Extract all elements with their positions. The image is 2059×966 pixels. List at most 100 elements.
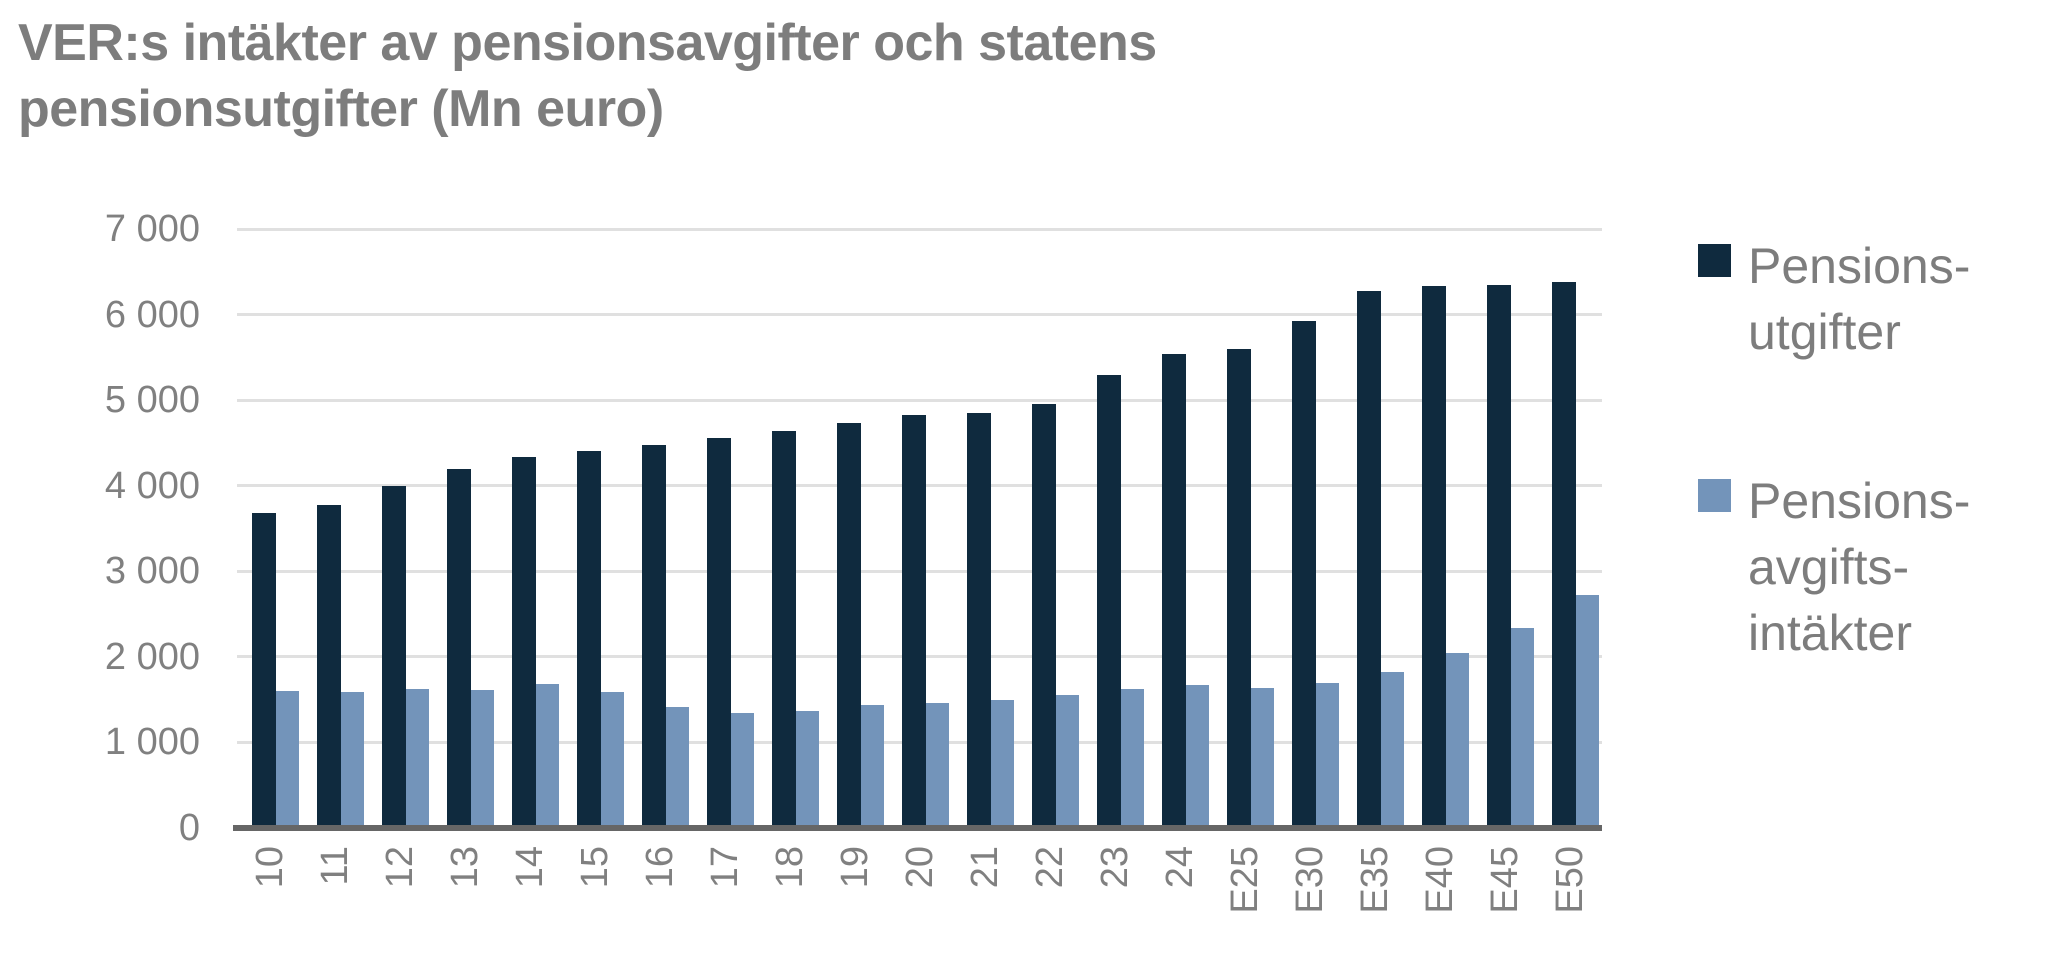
y-axis-tick-label: 7 000 xyxy=(104,208,200,250)
chart-title: VER:s intäkter av pensionsavgifter och s… xyxy=(18,10,1157,142)
x-label-cell-13: 13 xyxy=(432,846,497,964)
x-axis-tick-label: 24 xyxy=(1158,846,1201,889)
x-axis-tick-label: 12 xyxy=(378,846,421,889)
x-axis-tick-label: 22 xyxy=(1028,846,1071,889)
x-label-cell-E45: E45 xyxy=(1472,846,1537,964)
bar-group-E40 xyxy=(1407,229,1472,828)
y-axis-tick-label: 3 000 xyxy=(104,550,200,593)
x-axis-tick-label: 11 xyxy=(313,846,356,886)
chart-title-line-1: VER:s intäkter av pensionsavgifter och s… xyxy=(18,14,1157,72)
gridline-6000 xyxy=(237,313,1602,317)
bar-pensionsavgiftsintäkter-13 xyxy=(471,690,494,828)
x-axis-tick-label: E40 xyxy=(1418,846,1461,914)
legend-item-1: Pensions-utgifter xyxy=(1698,233,1970,365)
bar-pensionsutgifter-20 xyxy=(902,414,926,828)
legend-label: Pensions-utgifter xyxy=(1748,233,1970,365)
x-axis-tick-label: 16 xyxy=(638,846,681,889)
bar-pensionsavgiftsintäkter-24 xyxy=(1186,685,1209,828)
legend-label-line: avgifts- xyxy=(1748,539,1910,595)
bar-group-24 xyxy=(1147,229,1212,828)
bar-group-13 xyxy=(432,229,497,828)
x-axis-tick-label: E25 xyxy=(1223,846,1266,914)
bar-pensionsavgiftsintäkter-E40 xyxy=(1446,652,1469,828)
plot-area xyxy=(233,227,1602,831)
chart-title-line-2: pensionsutgifter (Mn euro) xyxy=(18,80,664,138)
bar-pensionsavgiftsintäkter-E50 xyxy=(1576,595,1599,828)
bar-pensionsavgiftsintäkter-E25 xyxy=(1251,687,1274,828)
x-axis-tick-label: 18 xyxy=(768,846,811,889)
legend-label-line: intäkter xyxy=(1748,605,1912,661)
bar-pensionsavgiftsintäkter-19 xyxy=(861,704,884,828)
bar-group-E30 xyxy=(1277,229,1342,828)
bar-pensionsavgiftsintäkter-E45 xyxy=(1511,627,1534,828)
bar-pensionsutgifter-11 xyxy=(317,504,341,828)
bar-group-19 xyxy=(822,229,887,828)
bar-pensionsutgifter-22 xyxy=(1032,404,1056,828)
bar-pensionsutgifter-16 xyxy=(642,444,666,828)
bar-group-18 xyxy=(757,229,822,828)
legend-label-line: Pensions- xyxy=(1748,473,1971,529)
bar-pensionsavgiftsintäkter-15 xyxy=(601,691,624,828)
gridline-7000 xyxy=(237,227,1602,231)
bar-group-E50 xyxy=(1537,229,1602,828)
legend-label: Pensions-avgifts-intäkter xyxy=(1748,468,1970,666)
y-axis-tick-label: 5 000 xyxy=(104,379,200,422)
y-axis-tick-label: 6 000 xyxy=(104,293,200,336)
bar-pensionsutgifter-E25 xyxy=(1227,348,1251,828)
bar-group-20 xyxy=(887,229,952,828)
x-label-cell-22: 22 xyxy=(1017,846,1082,964)
x-label-cell-E25: E25 xyxy=(1212,846,1277,964)
bar-pensionsutgifter-E40 xyxy=(1422,286,1446,828)
x-label-cell-E30: E30 xyxy=(1277,846,1342,964)
legend-swatch-icon xyxy=(1698,244,1731,277)
bar-groups xyxy=(237,229,1602,828)
bar-pensionsutgifter-E45 xyxy=(1487,284,1511,828)
x-axis-tick-label: 15 xyxy=(573,846,616,889)
legend-swatch-icon xyxy=(1698,479,1731,512)
x-axis-tick-label: E35 xyxy=(1353,846,1396,914)
x-axis-tick-label: 20 xyxy=(898,846,941,889)
x-label-cell-16: 16 xyxy=(627,846,692,964)
bar-group-11 xyxy=(302,229,367,828)
x-label-cell-19: 19 xyxy=(822,846,887,964)
legend-item-2: Pensions-avgifts-intäkter xyxy=(1698,468,1970,666)
bar-pensionsutgifter-10 xyxy=(252,513,276,828)
bar-pensionsavgiftsintäkter-10 xyxy=(276,691,299,828)
x-label-cell-10: 10 xyxy=(237,846,302,964)
gridline-5000 xyxy=(237,398,1602,402)
bar-pensionsutgifter-E50 xyxy=(1552,282,1576,828)
bar-pensionsavgiftsintäkter-22 xyxy=(1056,694,1079,828)
x-label-cell-11: 11 xyxy=(302,846,367,964)
x-axis-tick-label: E50 xyxy=(1548,846,1591,914)
x-label-cell-20: 20 xyxy=(887,846,952,964)
y-axis-tick-label: 1 000 xyxy=(104,721,200,764)
y-axis-tick-label: 4 000 xyxy=(104,464,200,507)
x-label-cell-14: 14 xyxy=(497,846,562,964)
bar-pensionsavgiftsintäkter-11 xyxy=(341,691,364,828)
y-axis-tick-label: 0 xyxy=(178,807,200,849)
bar-pensionsutgifter-21 xyxy=(967,412,991,828)
bar-pensionsutgifter-12 xyxy=(382,485,406,828)
x-label-cell-12: 12 xyxy=(367,846,432,964)
x-label-cell-23: 23 xyxy=(1082,846,1147,964)
bar-pensionsavgiftsintäkter-E30 xyxy=(1316,683,1339,828)
bar-pensionsutgifter-14 xyxy=(512,457,536,828)
bar-group-17 xyxy=(692,229,757,828)
bar-pensionsutgifter-E30 xyxy=(1292,320,1316,828)
bar-group-15 xyxy=(562,229,627,828)
bar-pensionsavgiftsintäkter-12 xyxy=(406,689,429,828)
bar-pensionsavgiftsintäkter-14 xyxy=(536,684,559,828)
bar-pensionsutgifter-13 xyxy=(447,469,471,828)
bar-pensionsavgiftsintäkter-18 xyxy=(796,710,819,828)
bar-pensionsavgiftsintäkter-20 xyxy=(926,703,949,828)
bar-pensionsutgifter-E35 xyxy=(1357,291,1381,828)
bar-pensionsutgifter-17 xyxy=(707,437,731,828)
bar-group-E25 xyxy=(1212,229,1277,828)
bar-group-22 xyxy=(1017,229,1082,828)
bar-group-E35 xyxy=(1342,229,1407,828)
bar-group-23 xyxy=(1082,229,1147,828)
bar-pensionsavgiftsintäkter-16 xyxy=(666,706,689,828)
x-label-cell-E40: E40 xyxy=(1407,846,1472,964)
y-axis-tick-label: 2 000 xyxy=(104,635,200,678)
